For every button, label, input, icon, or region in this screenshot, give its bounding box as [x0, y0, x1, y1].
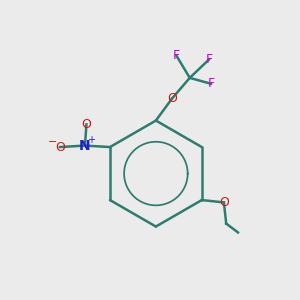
Text: F: F	[207, 77, 214, 90]
Text: O: O	[82, 118, 92, 131]
Text: +: +	[87, 135, 95, 145]
Text: −: −	[48, 137, 57, 147]
Text: F: F	[205, 53, 212, 66]
Text: O: O	[55, 141, 65, 154]
Text: O: O	[219, 196, 229, 209]
Text: F: F	[173, 49, 180, 62]
Text: N: N	[79, 139, 91, 153]
Text: O: O	[167, 92, 177, 105]
